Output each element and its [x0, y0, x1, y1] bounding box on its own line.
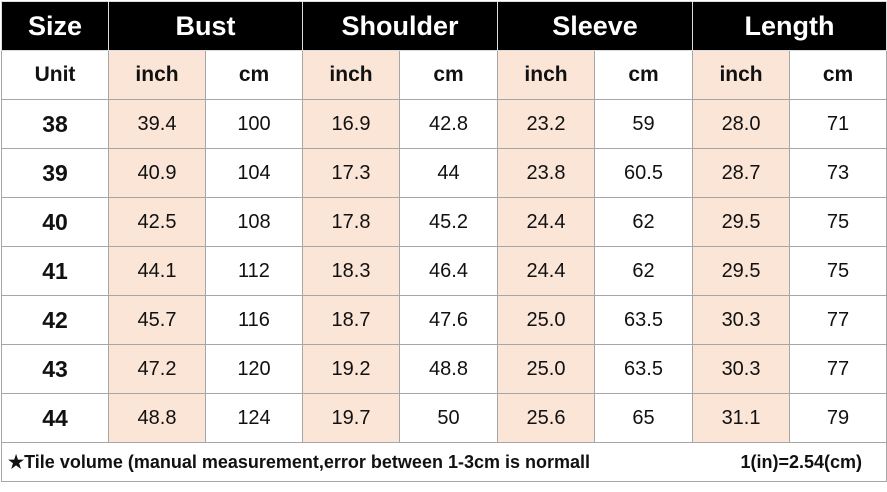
- value-cell: 17.3: [302, 148, 400, 198]
- value-cell: 47.2: [108, 344, 206, 394]
- unit-cell: cm: [205, 50, 303, 100]
- unit-cell: Unit: [1, 50, 109, 100]
- value-cell: 18.7: [302, 295, 400, 345]
- header-cell: Length: [692, 1, 887, 51]
- value-cell: 45.2: [398, 197, 499, 247]
- value-cell: 108: [205, 197, 303, 247]
- data-row: 39 40.9 104 17.3 44 23.8 60.5 28.7 73: [1, 148, 887, 198]
- value-cell: 28.7: [692, 148, 791, 198]
- footer-row: 1(in)=2.54(cm) ★Tile volume (manual measu…: [0, 442, 887, 482]
- value-cell: 25.6: [497, 393, 596, 443]
- data-row: 44 48.8 124 19.7 50 25.6 65 31.1 79: [1, 393, 887, 443]
- value-cell: 50: [398, 393, 499, 443]
- data-row: 41 44.1 112 18.3 46.4 24.4 62 29.5 75: [1, 246, 887, 296]
- value-cell: 47.6: [398, 295, 499, 345]
- value-cell: 30.3: [692, 344, 791, 394]
- value-cell: 23.2: [497, 99, 596, 149]
- size-cell: 42: [1, 295, 109, 345]
- value-cell: 48.8: [398, 344, 499, 394]
- value-cell: 59: [594, 99, 694, 149]
- value-cell: 39.4: [108, 99, 206, 149]
- footer-conversion: 1(in)=2.54(cm): [740, 451, 863, 472]
- size-cell: 39: [1, 148, 109, 198]
- value-cell: 112: [205, 246, 303, 296]
- value-cell: 124: [205, 393, 303, 443]
- size-cell: 44: [1, 393, 109, 443]
- size-cell: 41: [1, 246, 109, 296]
- value-cell: 75: [789, 197, 887, 247]
- data-row: 43 47.2 120 19.2 48.8 25.0 63.5 30.3 77: [1, 344, 887, 394]
- value-cell: 60.5: [594, 148, 694, 198]
- header-row: Size Bust Shoulder Sleeve Length: [1, 1, 887, 51]
- value-cell: 75: [789, 246, 887, 296]
- value-cell: 77: [789, 344, 887, 394]
- table-body: Size Bust Shoulder Sleeve Length Unit inch cm in…: [0, 1, 887, 482]
- value-cell: 71: [789, 99, 887, 149]
- value-cell: 104: [205, 148, 303, 198]
- unit-cell: inch: [108, 50, 206, 100]
- footer-cell: 1(in)=2.54(cm) ★Tile volume (manual measu…: [0, 442, 887, 482]
- data-row: 42 45.7 116 18.7 47.6 25.0 63.5 30.3 77: [1, 295, 887, 345]
- value-cell: 77: [789, 295, 887, 345]
- value-cell: 48.8: [108, 393, 206, 443]
- footer-note: ★Tile volume (manual measurement,error b…: [8, 451, 591, 472]
- value-cell: 29.5: [692, 246, 791, 296]
- unit-cell: cm: [398, 50, 499, 100]
- unit-cell: inch: [692, 50, 791, 100]
- value-cell: 45.7: [108, 295, 206, 345]
- value-cell: 24.4: [497, 246, 596, 296]
- unit-cell: inch: [497, 50, 596, 100]
- size-cell: 40: [1, 197, 109, 247]
- value-cell: 44.1: [108, 246, 206, 296]
- value-cell: 42.5: [108, 197, 206, 247]
- value-cell: 19.7: [302, 393, 400, 443]
- value-cell: 19.2: [302, 344, 400, 394]
- value-cell: 42.8: [398, 99, 499, 149]
- value-cell: 25.0: [497, 344, 596, 394]
- value-cell: 40.9: [108, 148, 206, 198]
- value-cell: 100: [205, 99, 303, 149]
- value-cell: 25.0: [497, 295, 596, 345]
- header-cell: Size: [1, 1, 109, 51]
- data-row: 38 39.4 100 16.9 42.8 23.2 59 28.0 71: [1, 99, 887, 149]
- value-cell: 16.9: [302, 99, 400, 149]
- size-cell: 43: [1, 344, 109, 394]
- value-cell: 120: [205, 344, 303, 394]
- value-cell: 62: [594, 197, 694, 247]
- value-cell: 30.3: [692, 295, 791, 345]
- unit-cell: inch: [302, 50, 400, 100]
- unit-cell: cm: [789, 50, 887, 100]
- value-cell: 18.3: [302, 246, 400, 296]
- value-cell: 65: [594, 393, 694, 443]
- value-cell: 63.5: [594, 295, 694, 345]
- data-row: 40 42.5 108 17.8 45.2 24.4 62 29.5 75: [1, 197, 887, 247]
- value-cell: 73: [789, 148, 887, 198]
- value-cell: 46.4: [398, 246, 499, 296]
- value-cell: 28.0: [692, 99, 791, 149]
- value-cell: 29.5: [692, 197, 791, 247]
- value-cell: 79: [789, 393, 887, 443]
- value-cell: 116: [205, 295, 303, 345]
- value-cell: 23.8: [497, 148, 596, 198]
- value-cell: 62: [594, 246, 694, 296]
- header-cell: Sleeve: [497, 1, 694, 51]
- unit-row: Unit inch cm inch cm inch cm inch cm: [1, 50, 887, 100]
- value-cell: 17.8: [302, 197, 400, 247]
- value-cell: 44: [398, 148, 499, 198]
- value-cell: 31.1: [692, 393, 791, 443]
- size-table: Size Bust Shoulder Sleeve Length Unit inch cm in…: [0, 1, 887, 482]
- size-cell: 38: [1, 99, 109, 149]
- value-cell: 63.5: [594, 344, 694, 394]
- header-cell: Bust: [108, 1, 303, 51]
- value-cell: 24.4: [497, 197, 596, 247]
- unit-cell: cm: [594, 50, 694, 100]
- header-cell: Shoulder: [301, 1, 499, 51]
